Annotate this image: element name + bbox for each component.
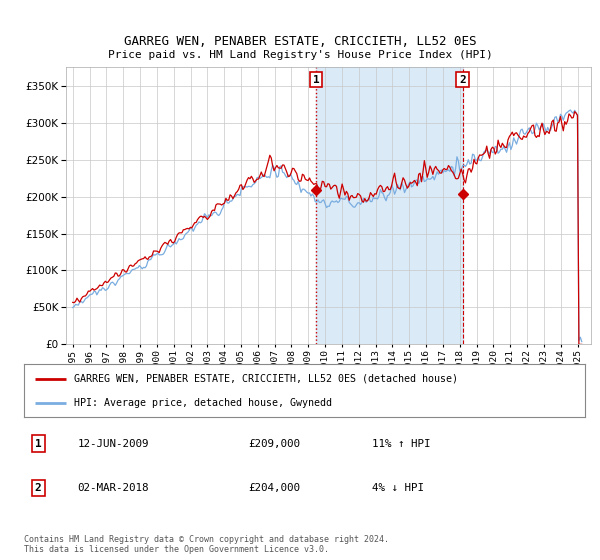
Text: GARREG WEN, PENABER ESTATE, CRICCIETH, LL52 0ES: GARREG WEN, PENABER ESTATE, CRICCIETH, L… [124, 35, 476, 48]
Text: Contains HM Land Registry data © Crown copyright and database right 2024.
This d: Contains HM Land Registry data © Crown c… [24, 535, 389, 554]
Bar [316, 67, 463, 344]
Text: 12-JUN-2009: 12-JUN-2009 [77, 438, 149, 449]
Text: 1: 1 [313, 74, 319, 85]
Text: GARREG WEN, PENABER ESTATE, CRICCIETH, LL52 0ES (detached house): GARREG WEN, PENABER ESTATE, CRICCIETH, L… [74, 374, 458, 384]
Text: £209,000: £209,000 [248, 438, 301, 449]
Text: 1: 1 [35, 438, 41, 449]
Text: Price paid vs. HM Land Registry's House Price Index (HPI): Price paid vs. HM Land Registry's House … [107, 50, 493, 60]
Text: 11% ↑ HPI: 11% ↑ HPI [372, 438, 430, 449]
Text: £204,000: £204,000 [248, 483, 301, 493]
Text: HPI: Average price, detached house, Gwynedd: HPI: Average price, detached house, Gwyn… [74, 398, 332, 408]
Text: 2: 2 [35, 483, 41, 493]
Text: 02-MAR-2018: 02-MAR-2018 [77, 483, 149, 493]
Text: 4% ↓ HPI: 4% ↓ HPI [372, 483, 424, 493]
Text: 2: 2 [459, 74, 466, 85]
